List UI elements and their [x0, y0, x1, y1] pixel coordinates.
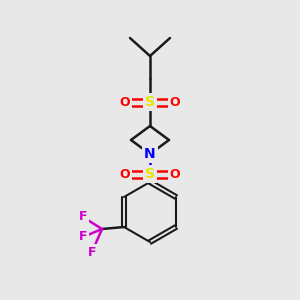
Text: S: S: [145, 167, 155, 181]
Text: O: O: [120, 167, 130, 181]
Text: F: F: [88, 245, 96, 259]
Text: F: F: [79, 211, 87, 224]
Text: S: S: [145, 95, 155, 109]
Text: O: O: [170, 95, 180, 109]
Text: O: O: [120, 95, 130, 109]
Text: F: F: [79, 230, 87, 244]
Text: N: N: [144, 147, 156, 161]
Text: O: O: [170, 167, 180, 181]
